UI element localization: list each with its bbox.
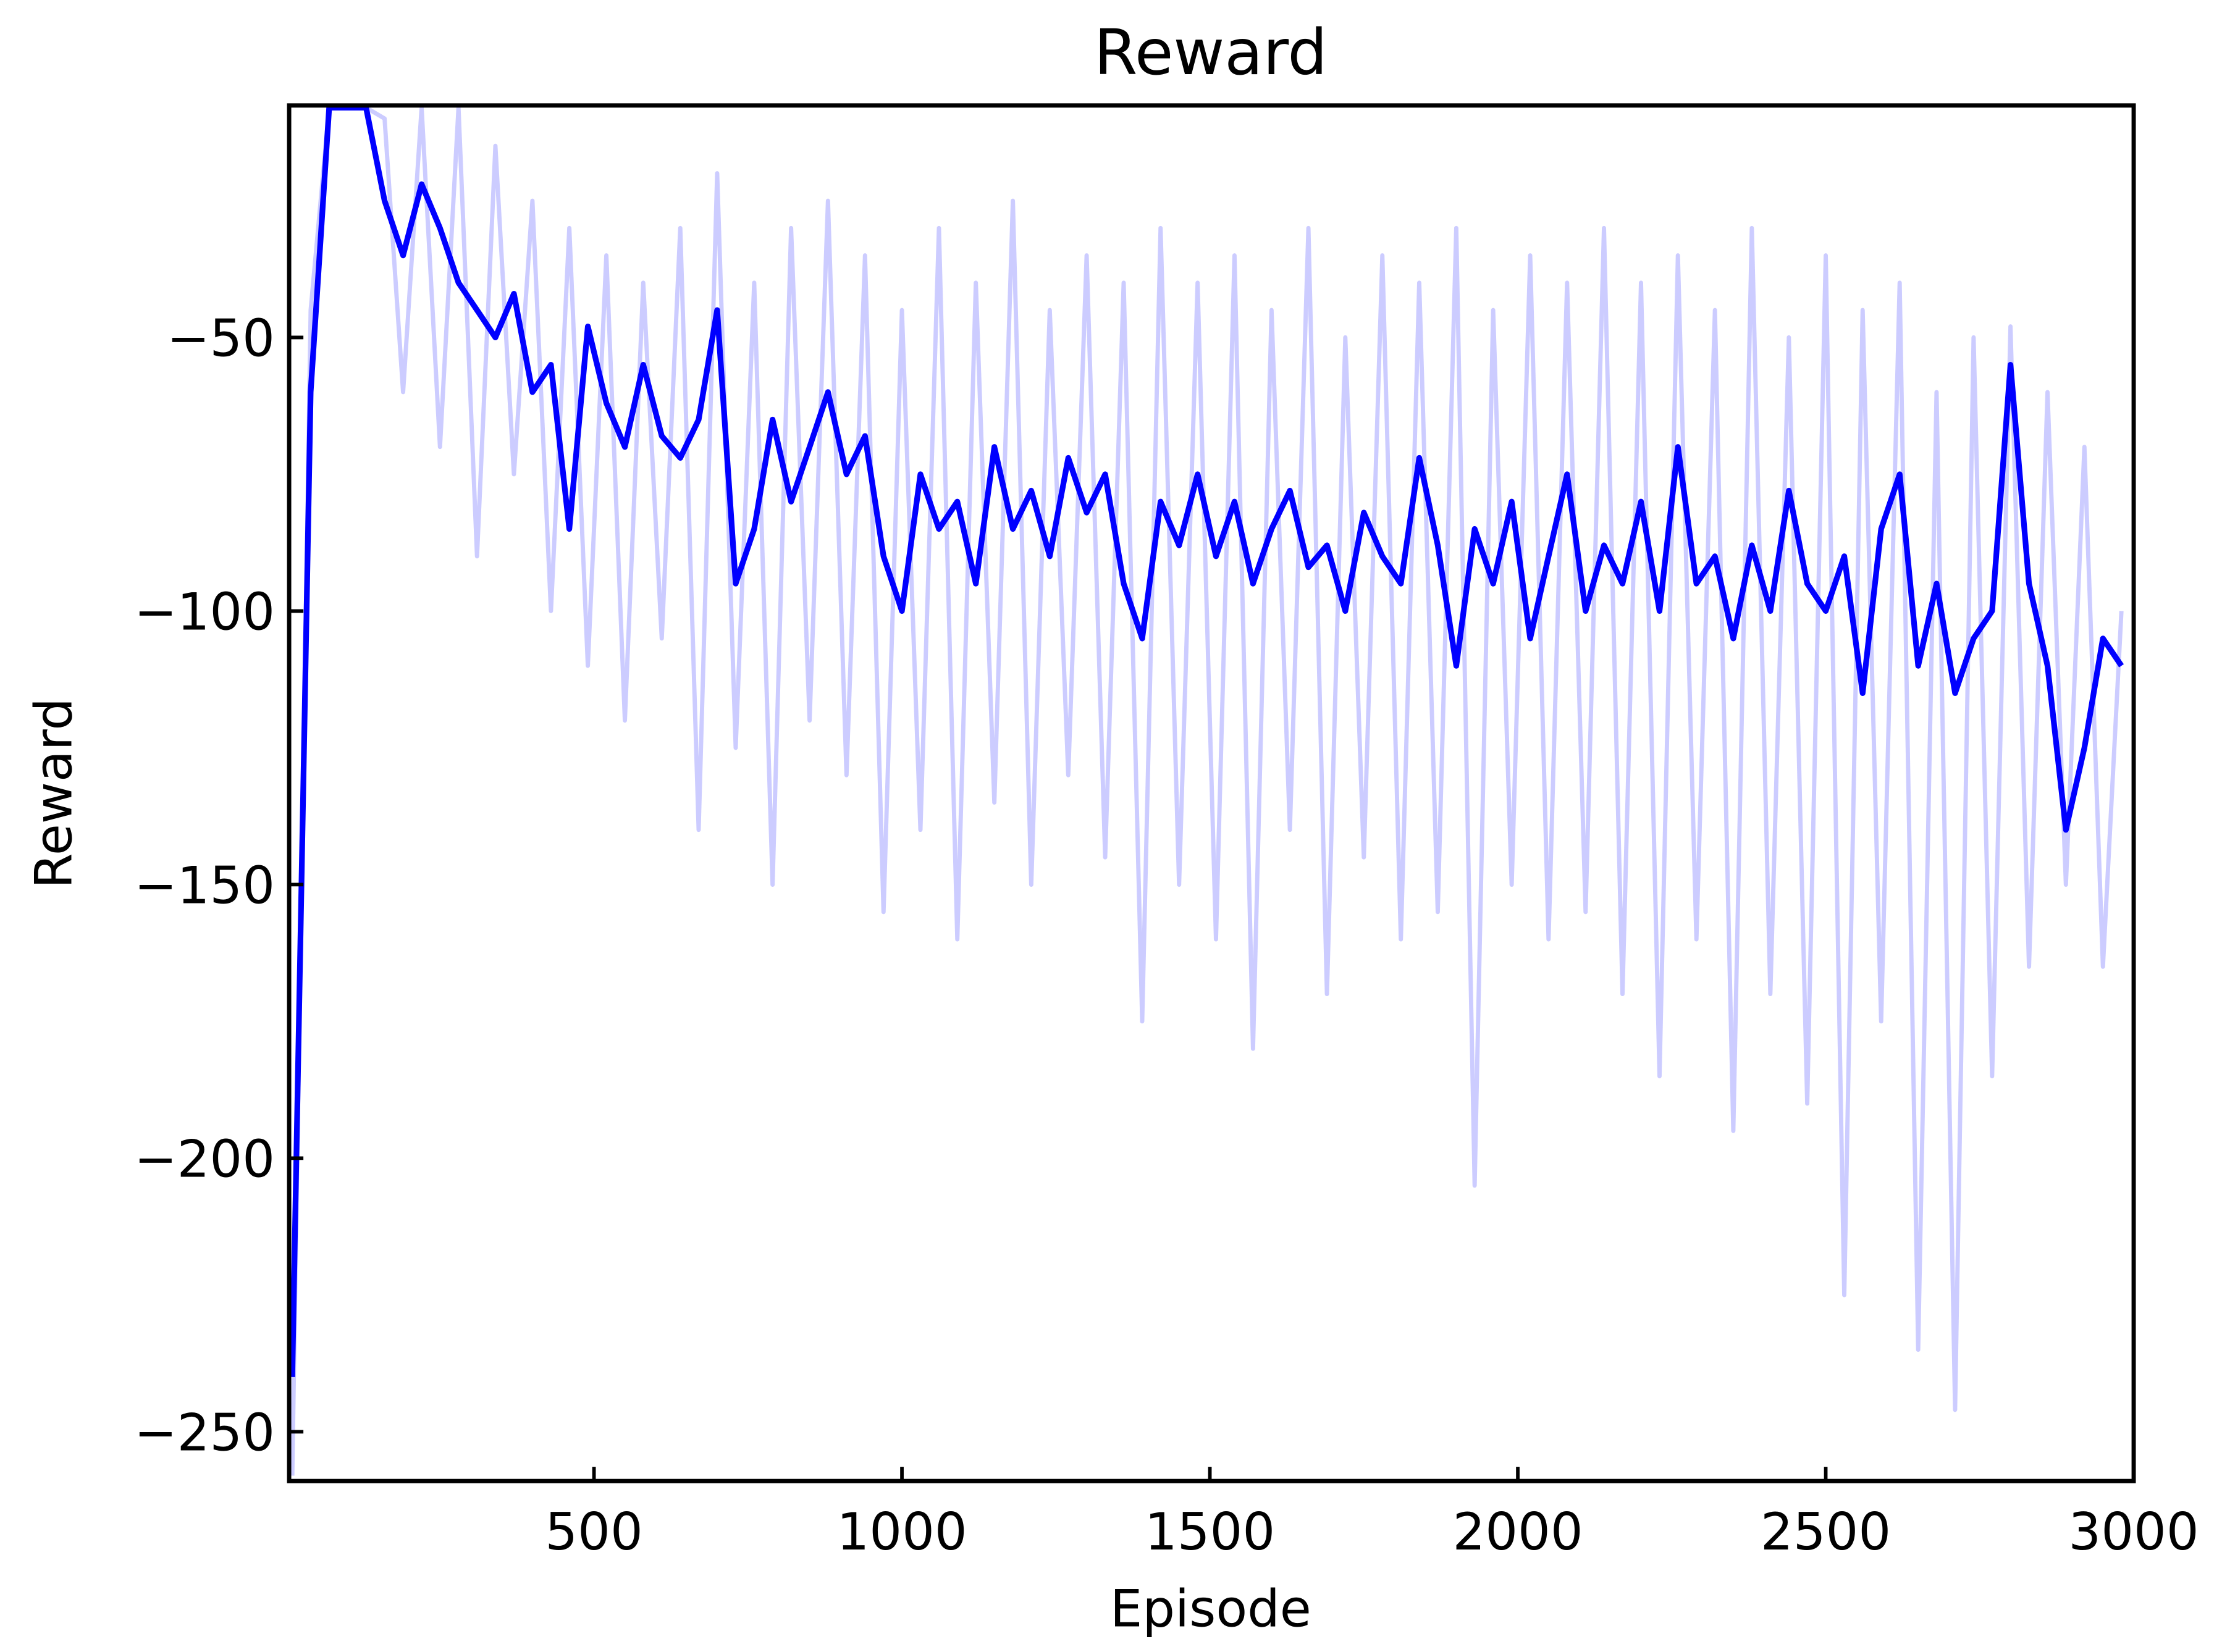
- line-series: [289, 105, 2124, 1377]
- y-axis-label: Reward: [23, 698, 83, 889]
- x-tick-label: 3000: [2068, 1502, 2199, 1562]
- x-tick-label: 1000: [836, 1502, 967, 1562]
- y-tick-label: −150: [134, 855, 275, 915]
- y-tick-label: −200: [134, 1129, 275, 1189]
- line-series: [290, 105, 2124, 1476]
- x-tick-label: 1500: [1145, 1502, 1275, 1562]
- y-tick-label: −100: [134, 582, 275, 642]
- chart-title: Reward: [1094, 16, 1328, 89]
- x-tick-label: 500: [545, 1502, 642, 1562]
- x-tick-label: 2500: [1761, 1502, 1891, 1562]
- x-axis-label: Episode: [1110, 1579, 1311, 1638]
- y-tick-label: −250: [134, 1403, 275, 1462]
- y-tick-label: −50: [167, 308, 275, 368]
- plot-frame: [287, 103, 2136, 1483]
- x-tick-label: 2000: [1452, 1502, 1583, 1562]
